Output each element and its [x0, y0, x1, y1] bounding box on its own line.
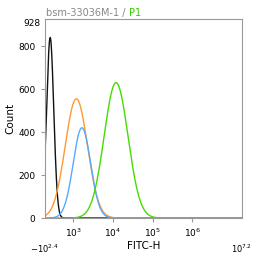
Y-axis label: Count: Count — [6, 103, 15, 134]
X-axis label: FITC-H: FITC-H — [127, 241, 160, 251]
Text: $10^{7.2}$: $10^{7.2}$ — [231, 243, 252, 256]
Text: bsm-33036M-1 /: bsm-33036M-1 / — [46, 8, 129, 18]
Text: 928: 928 — [23, 19, 41, 28]
Text: P1: P1 — [129, 8, 141, 18]
Text: $-10^{2.4}$: $-10^{2.4}$ — [30, 243, 59, 256]
